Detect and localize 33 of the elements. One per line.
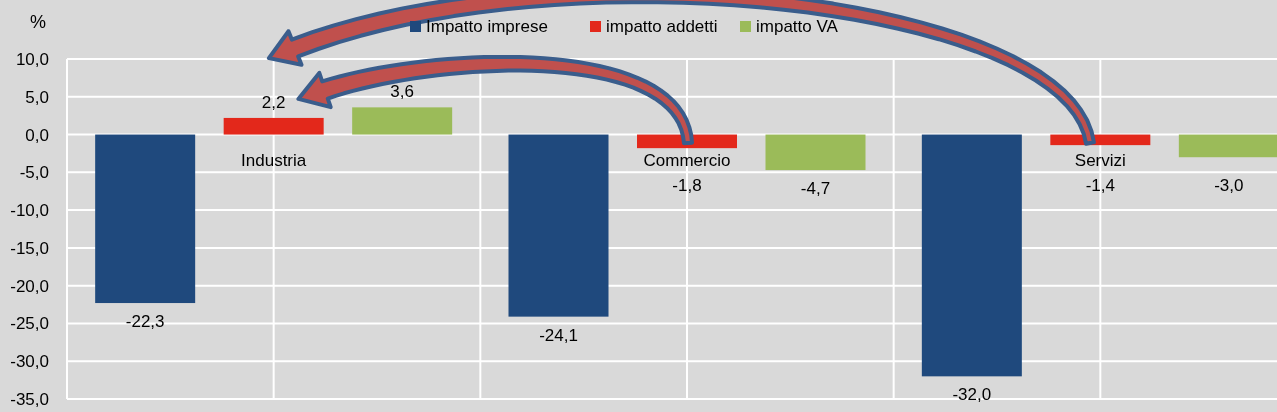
y-tick-label: 0,0	[25, 125, 49, 145]
y-tick-label: 5,0	[25, 87, 49, 107]
bar	[1178, 134, 1277, 158]
legend-label: Impatto imprese	[426, 17, 548, 36]
legend-label: impatto VA	[756, 17, 839, 36]
x-tick-label: Commercio	[643, 150, 731, 170]
data-label: -4,7	[800, 179, 831, 199]
data-label: 3,6	[390, 82, 414, 102]
y-tick-label: -10,0	[10, 201, 49, 221]
data-label: -1,8	[672, 175, 702, 195]
y-tick-label: -30,0	[10, 352, 49, 372]
bar	[921, 134, 1022, 377]
y-tick-label: 10,0	[15, 49, 49, 69]
data-label: 2,2	[261, 92, 286, 112]
bar	[95, 134, 196, 304]
y-tick-label: -25,0	[10, 314, 49, 334]
y-tick-label: -20,0	[10, 276, 49, 296]
y-tick-label: -15,0	[10, 238, 49, 258]
y-tick-label: -5,0	[19, 163, 49, 183]
data-label: -1,4	[1085, 175, 1115, 195]
bar	[223, 117, 324, 135]
x-tick-label: Industria	[241, 150, 307, 170]
bar	[765, 134, 866, 171]
bar	[352, 107, 453, 135]
bar	[508, 134, 609, 317]
data-label: -3,0	[1214, 175, 1244, 195]
y-tick-label: -35,0	[10, 389, 49, 409]
data-label: -22,3	[125, 312, 165, 332]
x-tick-label: Servizi	[1074, 150, 1126, 170]
data-label: -32,0	[952, 385, 992, 405]
data-label: -24,1	[539, 325, 578, 345]
legend-label: impatto addetti	[606, 17, 718, 36]
y-axis-title: %	[29, 12, 47, 32]
